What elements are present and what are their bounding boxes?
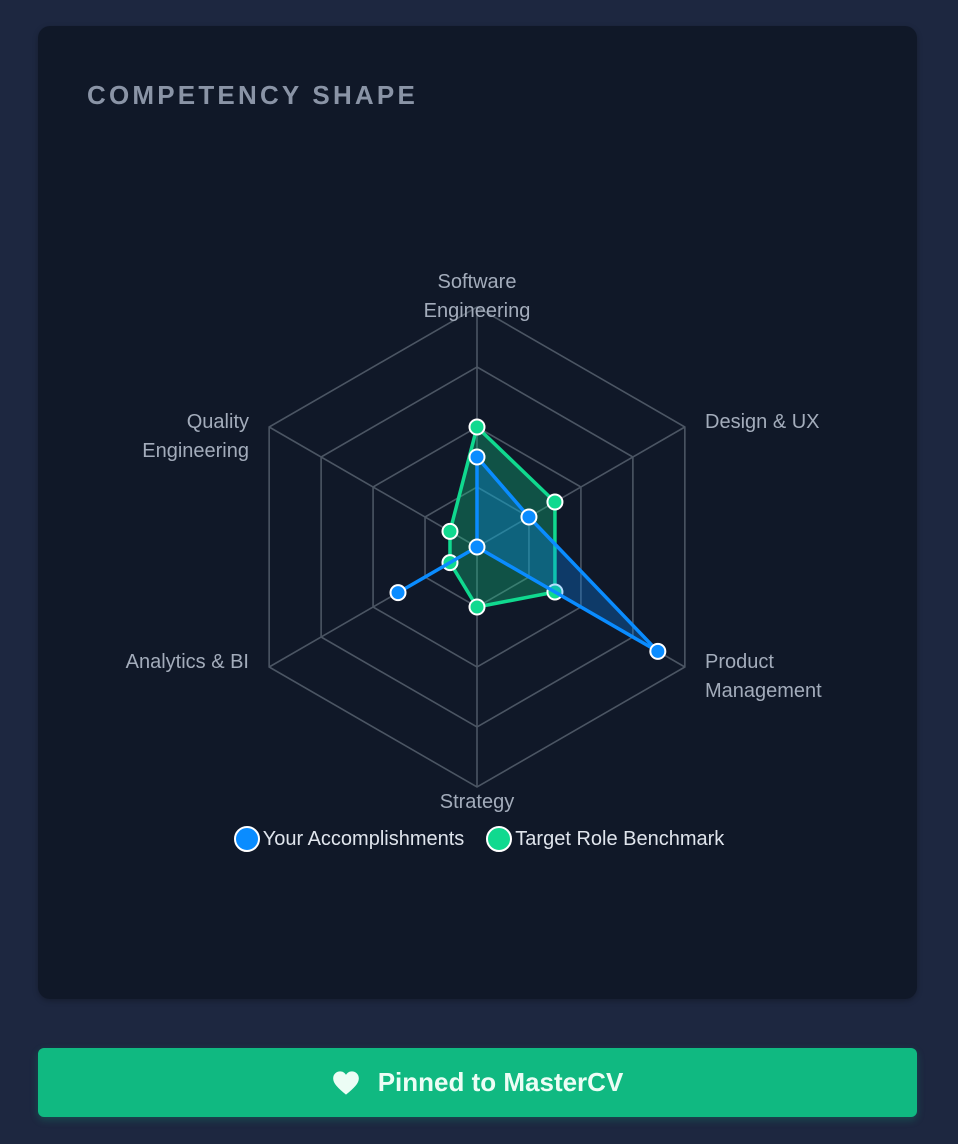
legend-swatch-icon <box>486 826 513 852</box>
data-point[interactable] <box>441 522 459 540</box>
chart-legend: Your Accomplishments Target Role Benchma… <box>0 826 958 852</box>
legend-item-accomplishments[interactable]: Your Accomplishments <box>233 826 465 852</box>
data-point[interactable] <box>468 448 486 466</box>
heart-icon <box>332 1070 359 1095</box>
radar-chart: Software Engineering Design & UX Product Man… <box>126 271 823 813</box>
axis-label-design-ux: Design & UX <box>705 411 820 433</box>
axis-label-quality-engineering: Quality Engineering <box>142 411 249 462</box>
legend-swatch-icon <box>233 826 260 852</box>
data-point[interactable] <box>649 642 667 660</box>
radar-series <box>389 418 667 660</box>
legend-item-benchmark[interactable]: Target Role Benchmark <box>486 826 724 852</box>
data-point[interactable] <box>468 598 486 616</box>
data-point[interactable] <box>389 584 407 602</box>
axis-label-software-engineering: Software Engineering <box>424 271 531 322</box>
series-accomplishments <box>389 448 667 660</box>
data-point[interactable] <box>546 493 564 511</box>
pinned-to-mastercv-button[interactable]: Pinned to MasterCV <box>38 1048 917 1117</box>
axis-labels: Software Engineering Design & UX Product Man… <box>126 271 823 813</box>
axis-label-analytics-bi: Analytics & BI <box>126 651 249 673</box>
data-point[interactable] <box>468 418 486 436</box>
card-title: COMPETENCY SHAPE <box>87 80 418 110</box>
grid-spoke <box>268 426 478 548</box>
grid-spoke <box>476 426 686 548</box>
data-point[interactable] <box>468 538 486 556</box>
axis-label-product-management: Product Management <box>705 651 822 702</box>
legend-label: Your Accomplishments <box>262 827 465 850</box>
data-point[interactable] <box>520 508 538 526</box>
button-label: Pinned to MasterCV <box>377 1067 624 1097</box>
axis-label-strategy: Strategy <box>440 791 514 813</box>
legend-label: Target Role Benchmark <box>515 827 725 850</box>
